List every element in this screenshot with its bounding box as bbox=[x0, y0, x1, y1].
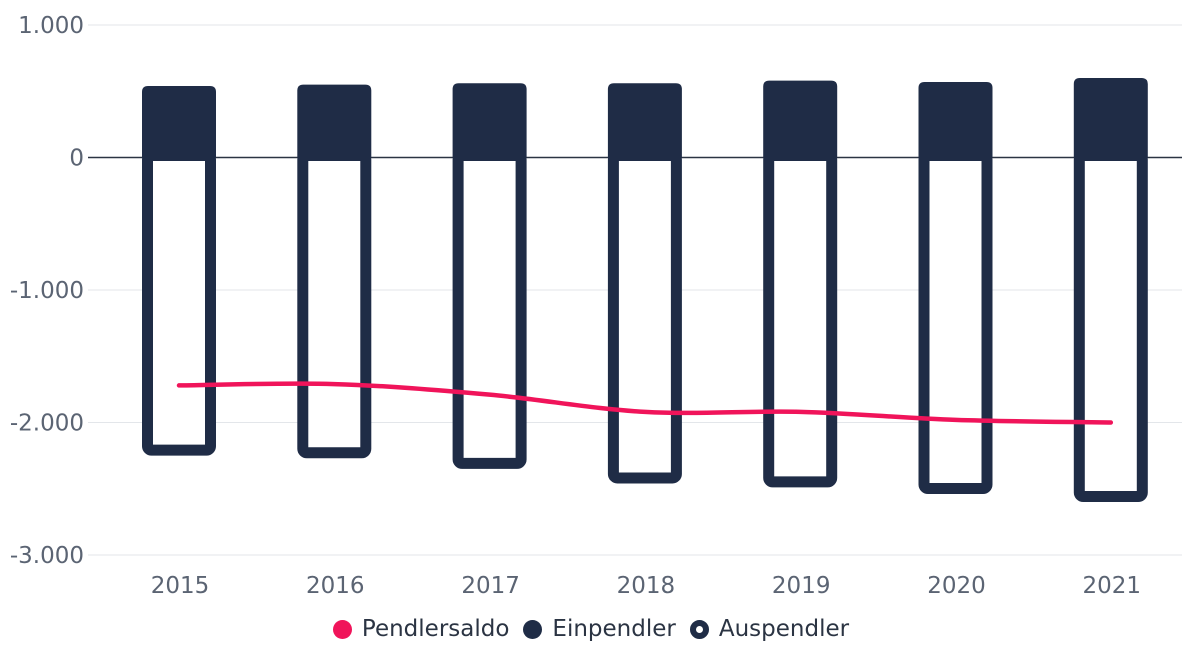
einpendler-bar[interactable]: 2016: 550 bbox=[297, 84, 372, 158]
y-tick-label: 1.000 bbox=[18, 13, 84, 39]
x-tick-label: 2020 bbox=[927, 573, 986, 599]
legend-item-pendlersaldo[interactable]: Pendlersaldo bbox=[332, 616, 510, 642]
pendlersaldo-point[interactable]: 2017: -1790 bbox=[484, 389, 496, 401]
auspendler-bar[interactable]: 2016: -2270 bbox=[297, 150, 372, 459]
y-tick-label: -2.000 bbox=[10, 411, 84, 437]
pendlersaldo-point[interactable]: 2020: -1980 bbox=[950, 414, 962, 426]
pendlersaldo-line[interactable] bbox=[176, 381, 1114, 425]
einpendler-bar[interactable]: 2015: 540 bbox=[142, 85, 216, 158]
x-tick-label: 2017 bbox=[461, 573, 520, 599]
einpendler-bar[interactable]: 2021: 600 bbox=[1073, 78, 1148, 158]
x-tick-label: 2016 bbox=[306, 573, 365, 599]
auspendler-bar[interactable]: 2018: -2460 bbox=[607, 150, 682, 484]
legend: Pendlersaldo Einpendler Auspendler bbox=[0, 612, 1182, 646]
legend-label-auspendler: Auspendler bbox=[718, 616, 850, 642]
y-tick-label: -1.000 bbox=[10, 278, 84, 304]
x-tick-label: 2018 bbox=[617, 573, 676, 599]
x-tick-label: 2021 bbox=[1083, 573, 1142, 599]
auspendler-bar[interactable]: 2020: -2540 bbox=[918, 150, 993, 495]
chart-plot: 2015: -22502015: 540 2016: -22702016: 550… bbox=[10, 13, 1182, 599]
einpendler-bar[interactable]: 2018: 560 bbox=[607, 83, 682, 158]
legend-item-auspendler[interactable]: Auspendler bbox=[689, 616, 850, 642]
einpendler-bar[interactable]: 2017: 560 bbox=[452, 83, 527, 158]
auspendler-bar[interactable]: 2021: -2600 bbox=[1073, 150, 1148, 502]
axis-labels: 1.000 0 -1.000 -2.000 -3.000 2015 2016 2017 2018… bbox=[10, 13, 1141, 599]
bars: 2015: -22502015: 540 2016: -22702016: 550… bbox=[142, 78, 1148, 502]
auspendler-bar[interactable]: 2015: -2250 bbox=[142, 150, 216, 456]
y-tick-label: 0 bbox=[69, 146, 84, 172]
legend-swatch-pendlersaldo bbox=[332, 619, 352, 639]
auspendler-bar[interactable]: 2017: -2350 bbox=[452, 150, 527, 469]
legend-label-pendlersaldo: Pendlersaldo bbox=[361, 616, 510, 642]
auspendler-bar[interactable]: 2019: -2490 bbox=[763, 150, 838, 488]
y-tick-label: -3.000 bbox=[10, 543, 84, 569]
pendlersaldo-point[interactable]: 2021: -2000 bbox=[1105, 417, 1117, 429]
pendlersaldo-point[interactable]: 2016: -1710 bbox=[328, 378, 340, 390]
x-tick-label: 2015 bbox=[151, 573, 210, 599]
x-tick-label: 2019 bbox=[772, 573, 831, 599]
einpendler-bar[interactable]: 2020: 570 bbox=[918, 81, 993, 158]
legend-label-einpendler: Einpendler bbox=[552, 616, 676, 642]
legend-item-einpendler[interactable]: Einpendler bbox=[523, 616, 676, 642]
einpendler-bar[interactable]: 2019: 580 bbox=[763, 80, 838, 158]
legend-swatch-auspendler bbox=[689, 619, 709, 639]
legend-swatch-einpendler bbox=[523, 619, 543, 639]
